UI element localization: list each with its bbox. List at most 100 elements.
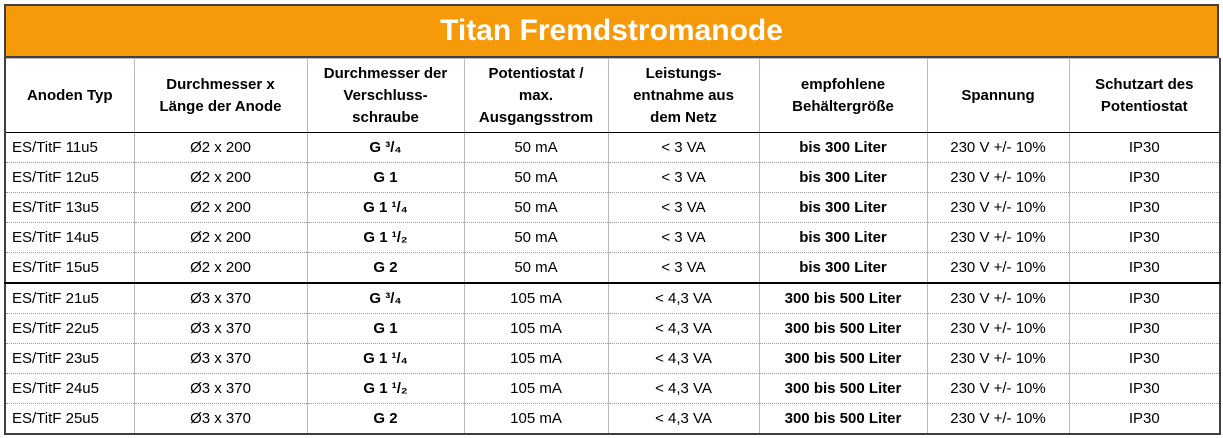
table-cell: IP30 — [1068, 403, 1221, 435]
table-cell: 50 mA — [463, 222, 609, 253]
table-row: ES/TitF 24u5 Ø3 x 370 G 1 ¹/₂ 105 mA < 4,3 V… — [4, 373, 1221, 404]
table-cell: ES/TitF 22u5 — [4, 313, 135, 344]
table-row: ES/TitF 12u5 Ø2 x 200 G 1 50 mA < 3 VA bis 30… — [4, 162, 1221, 193]
table-cell: 300 bis 500 Liter — [758, 283, 928, 314]
table-cell: 230 V +/- 10% — [926, 313, 1070, 344]
table-cell: 300 bis 500 Liter — [758, 373, 928, 404]
column-header: empfohlene Behältergröße — [758, 58, 928, 133]
table-cell: < 3 VA — [607, 162, 760, 193]
column-header: Anoden Typ — [4, 58, 135, 133]
table-cell: < 4,3 VA — [607, 343, 760, 374]
table-cell: Ø2 x 200 — [133, 222, 308, 253]
table-cell: ES/TitF 11u5 — [4, 132, 135, 163]
table-row: ES/TitF 13u5 Ø2 x 200 G 1 ¹/₄ 50 mA < 3 VA bi… — [4, 192, 1221, 223]
table-title: Titan Fremdstromanode — [4, 4, 1219, 58]
table-cell: ES/TitF 12u5 — [4, 162, 135, 193]
table-cell: 300 bis 500 Liter — [758, 313, 928, 344]
table-cell: IP30 — [1068, 283, 1221, 314]
table-cell: Ø2 x 200 — [133, 162, 308, 193]
table-cell: < 4,3 VA — [607, 313, 760, 344]
table-cell: 230 V +/- 10% — [926, 283, 1070, 314]
table-cell: G 2 — [306, 252, 465, 284]
table-cell: G 1 — [306, 313, 465, 344]
table-cell: 230 V +/- 10% — [926, 162, 1070, 193]
table-cell: bis 300 Liter — [758, 192, 928, 223]
table-row: ES/TitF 11u5 Ø2 x 200 G ³/₄ 50 mA < 3 VA bis … — [4, 132, 1221, 163]
table-cell: 105 mA — [463, 283, 609, 314]
table-cell: 300 bis 500 Liter — [758, 403, 928, 435]
table-cell: Ø3 x 370 — [133, 403, 308, 435]
table-cell: Ø2 x 200 — [133, 192, 308, 223]
table-row: ES/TitF 21u5 Ø3 x 370 G ³/₄ 105 mA < 4,3 VA 3… — [4, 283, 1221, 314]
table-cell: 105 mA — [463, 343, 609, 374]
column-header: Durchmesser der Verschluss- schraube — [306, 58, 465, 133]
table-cell: Ø2 x 200 — [133, 252, 308, 284]
table-cell: < 4,3 VA — [607, 403, 760, 435]
table-cell: 230 V +/- 10% — [926, 403, 1070, 435]
table-container: Titan Fremdstromanode Anoden Typ Durchmes… — [4, 4, 1221, 435]
table-cell: Ø2 x 200 — [133, 132, 308, 163]
table-cell: G ³/₄ — [306, 132, 465, 163]
table-cell: 50 mA — [463, 252, 609, 284]
table-cell: bis 300 Liter — [758, 132, 928, 163]
table-row: ES/TitF 25u5 Ø3 x 370 G 2 105 mA < 4,3 VA 300… — [4, 403, 1221, 435]
table-cell: IP30 — [1068, 222, 1221, 253]
table-cell: 50 mA — [463, 132, 609, 163]
column-header: Durchmesser x Länge der Anode — [133, 58, 308, 133]
table-cell: IP30 — [1068, 373, 1221, 404]
table-cell: < 4,3 VA — [607, 283, 760, 314]
table-cell: 230 V +/- 10% — [926, 373, 1070, 404]
table-cell: Ø3 x 370 — [133, 343, 308, 374]
table-cell: 105 mA — [463, 373, 609, 404]
table-cell: 230 V +/- 10% — [926, 252, 1070, 284]
table-cell: ES/TitF 23u5 — [4, 343, 135, 374]
table-cell: < 3 VA — [607, 222, 760, 253]
table-cell: bis 300 Liter — [758, 162, 928, 193]
table-row: ES/TitF 23u5 Ø3 x 370 G 1 ¹/₄ 105 mA < 4,3 V… — [4, 343, 1221, 374]
table-cell: < 4,3 VA — [607, 373, 760, 404]
table-cell: G ³/₄ — [306, 283, 465, 314]
column-header: Potentiostat / max. Ausgangsstrom — [463, 58, 609, 133]
table-cell: Ø3 x 370 — [133, 283, 308, 314]
table-cell: bis 300 Liter — [758, 222, 928, 253]
table-cell: < 3 VA — [607, 252, 760, 284]
table-cell: 50 mA — [463, 192, 609, 223]
table-cell: 300 bis 500 Liter — [758, 343, 928, 374]
table-row: ES/TitF 15u5 Ø2 x 200 G 2 50 mA < 3 VA bis 30… — [4, 252, 1221, 284]
table-cell: < 3 VA — [607, 192, 760, 223]
table-cell: 105 mA — [463, 313, 609, 344]
table-cell: 230 V +/- 10% — [926, 222, 1070, 253]
table-cell: Ø3 x 370 — [133, 373, 308, 404]
table-cell: IP30 — [1068, 343, 1221, 374]
table-cell: G 1 ¹/₄ — [306, 343, 465, 374]
table-cell: 105 mA — [463, 403, 609, 435]
table-cell: ES/TitF 21u5 — [4, 283, 135, 314]
table-row: ES/TitF 14u5 Ø2 x 200 G 1 ¹/₂ 50 mA < 3 VA bi… — [4, 222, 1221, 253]
table-cell: G 1 ¹/₂ — [306, 373, 465, 404]
table-cell: 50 mA — [463, 162, 609, 193]
header-row: Anoden Typ Durchmesser x Länge der Anode D… — [4, 58, 1221, 133]
table-row: ES/TitF 22u5 Ø3 x 370 G 1 105 mA < 4,3 VA 300… — [4, 313, 1221, 344]
table-cell: G 1 — [306, 162, 465, 193]
table-cell: ES/TitF 25u5 — [4, 403, 135, 435]
table-cell: 230 V +/- 10% — [926, 192, 1070, 223]
table-cell: 230 V +/- 10% — [926, 132, 1070, 163]
table-cell: G 1 ¹/₂ — [306, 222, 465, 253]
column-header: Spannung — [926, 58, 1070, 133]
table-cell: IP30 — [1068, 132, 1221, 163]
table-cell: bis 300 Liter — [758, 252, 928, 284]
table-cell: IP30 — [1068, 313, 1221, 344]
table: Anoden Typ Durchmesser x Länge der Anode D… — [4, 58, 1221, 435]
table-cell: G 2 — [306, 403, 465, 435]
table-cell: ES/TitF 14u5 — [4, 222, 135, 253]
table-cell: ES/TitF 15u5 — [4, 252, 135, 284]
column-header: Schutzart des Potentiostat — [1068, 58, 1221, 133]
table-cell: G 1 ¹/₄ — [306, 192, 465, 223]
table-cell: Ø3 x 370 — [133, 313, 308, 344]
table-cell: IP30 — [1068, 252, 1221, 284]
table-cell: IP30 — [1068, 162, 1221, 193]
table-cell: ES/TitF 13u5 — [4, 192, 135, 223]
table-cell: 230 V +/- 10% — [926, 343, 1070, 374]
column-header: Leistungs- entnahme aus dem Netz — [607, 58, 760, 133]
